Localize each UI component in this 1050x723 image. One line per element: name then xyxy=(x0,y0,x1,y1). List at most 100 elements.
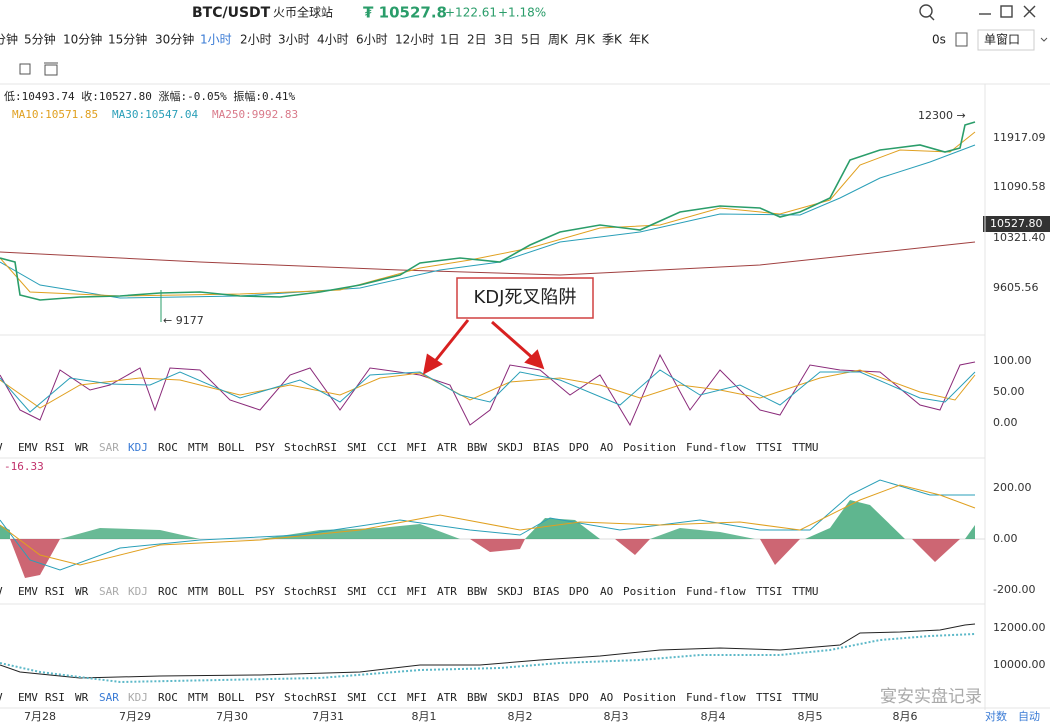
timeframe-tab[interactable]: 15分钟 xyxy=(108,32,147,47)
indicator-tab[interactable]: ROC xyxy=(158,441,178,454)
indicator-tab[interactable]: TTSI xyxy=(756,585,783,598)
timeframe-tab[interactable]: 年K xyxy=(629,33,650,47)
indicator-tab[interactable]: TTSI xyxy=(756,691,783,704)
date-label: 8月4 xyxy=(701,710,726,723)
indicator-tab[interactable]: BIAS xyxy=(533,441,560,454)
indicator-tab[interactable]: AO xyxy=(600,585,613,598)
indicator-tab[interactable]: Fund-flow xyxy=(686,585,746,598)
indicator-tab[interactable]: WR xyxy=(75,441,89,454)
indicator-tab[interactable]: V xyxy=(0,441,3,454)
indicator-tab[interactable]: MFI xyxy=(407,691,427,704)
indicator-tab[interactable]: SKDJ xyxy=(497,585,524,598)
indicator-tab[interactable]: DPO xyxy=(569,585,589,598)
footer-auto[interactable]: 自动 xyxy=(1018,710,1040,723)
indicator-tab[interactable]: TTSI xyxy=(756,441,783,454)
indicator-tab[interactable]: SAR xyxy=(99,585,119,598)
indicator-tab[interactable]: SKDJ xyxy=(497,441,524,454)
indicator-tab[interactable]: RSI xyxy=(45,691,65,704)
icon[interactable] xyxy=(955,32,968,47)
timeframe-tab[interactable]: 1日 xyxy=(440,33,460,47)
timeframe-tab[interactable]: 5日 xyxy=(521,33,541,47)
window-select[interactable] xyxy=(977,29,1035,51)
indicator-tab[interactable]: StochRSI xyxy=(284,691,337,704)
indicator-tab[interactable]: ATR xyxy=(437,691,457,704)
indicator-tab[interactable]: RSI xyxy=(45,441,65,454)
indicator-tab[interactable]: SMI xyxy=(347,691,367,704)
indicator-tab[interactable]: MFI xyxy=(407,585,427,598)
indicator-tab[interactable]: TTMU xyxy=(792,691,819,704)
indicator-tab[interactable]: BBW xyxy=(467,691,487,704)
indicator-tab[interactable]: PSY xyxy=(255,441,275,454)
indicator-tab[interactable]: BOLL xyxy=(218,441,245,454)
indicator-tab[interactable]: Fund-flow xyxy=(686,691,746,704)
indicator-tab[interactable]: EMV xyxy=(18,691,38,704)
indicator-tab[interactable]: SAR xyxy=(99,441,119,454)
indicator-tab[interactable]: BIAS xyxy=(533,691,560,704)
timeframe-tab[interactable]: 分钟 xyxy=(0,32,18,47)
indicator-tab[interactable]: WR xyxy=(75,585,89,598)
indicator-tab[interactable]: SKDJ xyxy=(497,691,524,704)
delay[interactable]: 0s xyxy=(932,33,946,47)
indicator-tab[interactable]: CCI xyxy=(377,441,397,454)
timeframe-tab[interactable]: 10分钟 xyxy=(63,32,102,47)
indicator-tab[interactable]: PSY xyxy=(255,585,275,598)
indicator-tab[interactable]: BBW xyxy=(467,441,487,454)
indicator-tab[interactable]: PSY xyxy=(255,691,275,704)
timeframe-tab[interactable]: 4小时 xyxy=(317,33,349,47)
indicator-tab[interactable]: DPO xyxy=(569,441,589,454)
indicator-tab[interactable]: BIAS xyxy=(533,585,560,598)
indicator-tab[interactable]: CCI xyxy=(377,691,397,704)
indicator-tab[interactable]: CCI xyxy=(377,585,397,598)
indicator-tab[interactable]: MTM xyxy=(188,585,208,598)
indicator-tab[interactable]: Position xyxy=(623,441,676,454)
indicator-tab[interactable]: KDJ xyxy=(128,585,148,598)
indicator-tab[interactable]: Position xyxy=(623,691,676,704)
indicator-tab[interactable]: SMI xyxy=(347,585,367,598)
indicator-tab[interactable]: AO xyxy=(600,691,613,704)
timeframe-tab[interactable]: 5分钟 xyxy=(24,32,56,47)
indicator-tab[interactable]: AO xyxy=(600,441,613,454)
indicator-tab[interactable]: TTMU xyxy=(792,441,819,454)
indicator-tab[interactable]: BBW xyxy=(467,585,487,598)
indicator-tab[interactable]: EMV xyxy=(18,585,38,598)
indicator-tab[interactable]: V xyxy=(0,585,3,598)
indicator-tab[interactable]: ROC xyxy=(158,585,178,598)
indicator-tab[interactable]: BOLL xyxy=(218,691,245,704)
indicator-tab[interactable]: ATR xyxy=(437,585,457,598)
indicator-tab[interactable]: RSI xyxy=(45,585,65,598)
footer-log[interactable]: 对数 xyxy=(985,709,1007,723)
indicator-tab[interactable]: EMV xyxy=(18,441,38,454)
timeframe-tab[interactable]: 月K xyxy=(575,33,596,47)
timeframe-tab[interactable]: 1小时 xyxy=(200,33,232,47)
timeframe-tab[interactable]: 30分钟 xyxy=(155,32,194,47)
indicator-tab[interactable]: ATR xyxy=(437,441,457,454)
timeframe-tab[interactable]: 2日 xyxy=(467,33,487,47)
indicator-tab[interactable]: ROC xyxy=(158,691,178,704)
timeframe-tab[interactable]: 3日 xyxy=(494,33,514,47)
indicator-tab[interactable]: KDJ xyxy=(128,441,148,454)
indicator-tab[interactable]: DPO xyxy=(569,691,589,704)
indicator-tab[interactable]: KDJ xyxy=(128,691,148,704)
indicator-tab[interactable]: MTM xyxy=(188,441,208,454)
timeframe-tab[interactable]: 2小时 xyxy=(240,33,272,47)
indicator-tab[interactable]: SAR xyxy=(99,691,119,704)
indicator-tab[interactable]: SMI xyxy=(347,441,367,454)
indicator-tab[interactable]: Fund-flow xyxy=(686,441,746,454)
tools[interactable] xyxy=(19,62,58,76)
timeframe-tab[interactable]: 季K xyxy=(602,33,623,47)
indicator-tab[interactable]: MFI xyxy=(407,441,427,454)
timeframe-tab[interactable]: 3小时 xyxy=(278,33,310,47)
indicator-tab[interactable]: V xyxy=(0,691,3,704)
indicator-tab[interactable]: BOLL xyxy=(218,585,245,598)
indicator-tab[interactable]: StochRSI xyxy=(284,585,337,598)
indicator-tab[interactable]: Position xyxy=(623,585,676,598)
indicator-tab[interactable]: MTM xyxy=(188,691,208,704)
timeframe-tab[interactable]: 6小时 xyxy=(356,33,388,47)
indicator-tab[interactable]: WR xyxy=(75,691,89,704)
timeframe-tab[interactable]: 12小时 xyxy=(395,33,434,47)
window-controls[interactable] xyxy=(919,4,1036,21)
indicator-tab[interactable]: TTMU xyxy=(792,585,819,598)
date-label: 7月29 xyxy=(119,710,151,723)
indicator-tab[interactable]: StochRSI xyxy=(284,441,337,454)
timeframe-tab[interactable]: 周K xyxy=(548,33,569,47)
